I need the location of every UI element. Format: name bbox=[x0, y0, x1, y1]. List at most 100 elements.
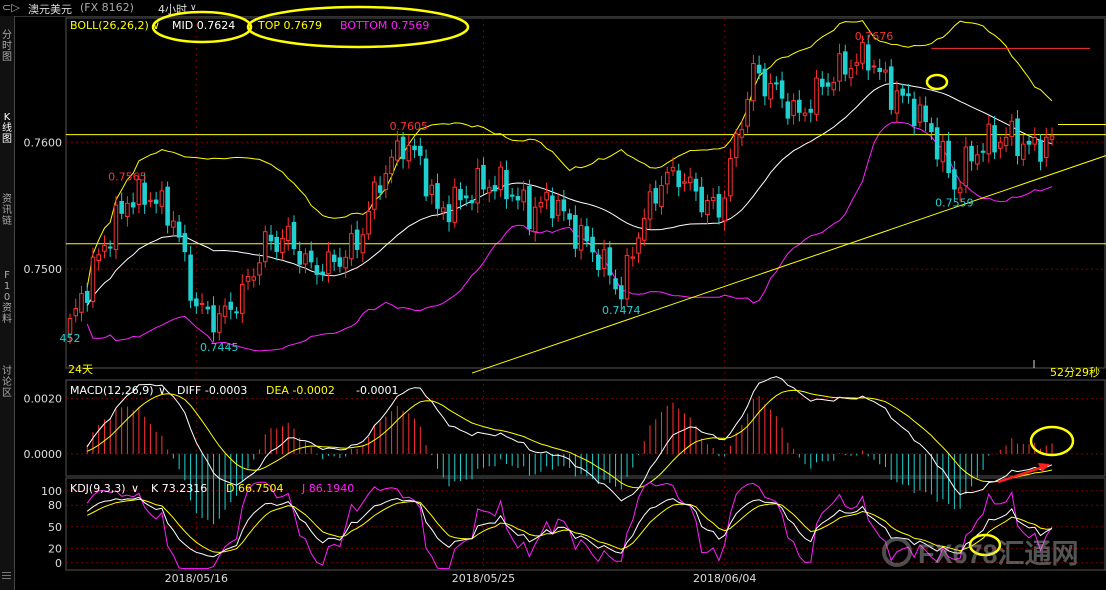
candle bbox=[153, 191, 159, 214]
candle-body bbox=[888, 66, 894, 110]
menu-icon[interactable] bbox=[2, 572, 11, 573]
candle-body bbox=[676, 170, 682, 188]
candle-body bbox=[768, 82, 773, 100]
candle-body bbox=[733, 133, 739, 159]
candle-body bbox=[774, 82, 779, 85]
candle-body bbox=[349, 233, 354, 260]
candle-body bbox=[1043, 136, 1049, 158]
candle-body bbox=[762, 68, 768, 97]
candle bbox=[354, 220, 360, 259]
candle-body bbox=[578, 224, 584, 251]
chevron-down-icon[interactable]: ∨ bbox=[158, 384, 166, 397]
candle-body bbox=[573, 214, 578, 249]
panel-frames bbox=[65, 17, 1106, 571]
candle bbox=[998, 136, 1003, 159]
candle bbox=[687, 167, 693, 191]
candle bbox=[934, 117, 940, 167]
candle bbox=[716, 186, 722, 225]
candle bbox=[900, 83, 905, 104]
candle bbox=[125, 196, 130, 227]
candle-body bbox=[825, 82, 831, 87]
candle bbox=[423, 149, 429, 202]
candle-body bbox=[504, 170, 509, 200]
highlight-macd-ellipse bbox=[1029, 425, 1075, 457]
macd-tick-label: 0.0020 bbox=[24, 393, 63, 406]
candle bbox=[492, 175, 498, 200]
tab-news[interactable]: 资讯链 bbox=[2, 194, 12, 227]
candle-body bbox=[377, 185, 383, 193]
macd-dea-line bbox=[86, 389, 1053, 489]
candle-body bbox=[90, 256, 96, 303]
candle-body bbox=[153, 199, 159, 204]
candle-body bbox=[883, 69, 888, 73]
candle-body bbox=[1015, 118, 1020, 156]
candle-body bbox=[538, 202, 544, 208]
candle bbox=[768, 73, 773, 109]
range-days-note: 24天 bbox=[68, 363, 93, 376]
kdj-tick-label: 0 bbox=[55, 557, 62, 570]
candle bbox=[831, 76, 837, 96]
candle bbox=[544, 182, 549, 210]
candle bbox=[418, 137, 423, 166]
tab-forum[interactable]: 讨论区 bbox=[2, 366, 12, 399]
candle bbox=[349, 224, 354, 266]
candle-body bbox=[509, 194, 515, 197]
candle bbox=[262, 225, 268, 268]
candle-body bbox=[274, 236, 280, 252]
candle-body bbox=[79, 293, 84, 313]
chevron-down-icon[interactable]: ∨ bbox=[131, 482, 139, 495]
candle bbox=[504, 160, 509, 209]
candle-body bbox=[395, 140, 400, 161]
candle bbox=[641, 208, 647, 246]
candle bbox=[199, 293, 205, 314]
candle-body bbox=[188, 254, 193, 301]
extreme-price-label: 0.7605 bbox=[390, 120, 429, 133]
highlight-mid-ellipse bbox=[151, 10, 253, 44]
candle-body bbox=[837, 53, 842, 82]
candle-body bbox=[934, 127, 940, 160]
candle-body bbox=[176, 221, 182, 238]
candle bbox=[923, 96, 928, 132]
kdj-d-value: D 66.7504 bbox=[226, 482, 283, 495]
candle-body bbox=[900, 88, 905, 96]
candle bbox=[814, 70, 819, 122]
candle bbox=[372, 175, 377, 220]
candle bbox=[303, 248, 308, 274]
macd-histogram-value: -0.0001 bbox=[356, 384, 398, 397]
back-forward-icon[interactable]: ⊂▷ bbox=[2, 1, 20, 14]
candle bbox=[659, 175, 664, 215]
panel-border-0 bbox=[65, 17, 1106, 369]
candle-body bbox=[452, 186, 458, 223]
candle-body bbox=[877, 67, 882, 73]
candle bbox=[877, 58, 882, 80]
chevron-down-icon[interactable]: ∨ bbox=[190, 3, 197, 13]
tab-kline[interactable]: K线图 bbox=[2, 112, 12, 145]
candle-body bbox=[280, 237, 285, 253]
kdj-tick-label: 50 bbox=[48, 521, 62, 534]
candle-body bbox=[842, 51, 848, 75]
kdj-k-value: K 73.2316 bbox=[151, 482, 207, 495]
chevron-down-icon[interactable]: ∨ bbox=[152, 19, 160, 32]
candle-body bbox=[268, 234, 274, 242]
candle bbox=[343, 250, 348, 279]
tab-f10[interactable]: F10资料 bbox=[2, 270, 12, 325]
kdj-j-value: J 86.1940 bbox=[301, 482, 354, 495]
candle-body bbox=[125, 202, 130, 218]
tab-intraday[interactable]: 分时图 bbox=[2, 30, 12, 63]
candle-body bbox=[400, 136, 406, 160]
candle bbox=[1015, 109, 1020, 165]
candle-body bbox=[940, 140, 946, 163]
candle-body bbox=[624, 254, 630, 300]
candle-body bbox=[561, 199, 567, 212]
candle bbox=[624, 248, 630, 307]
candle bbox=[980, 143, 986, 162]
candle-body bbox=[308, 250, 314, 263]
candle bbox=[205, 300, 211, 315]
candle-body bbox=[647, 191, 653, 220]
candle bbox=[257, 253, 262, 286]
kdj-tick-label: 100 bbox=[41, 485, 62, 498]
candle bbox=[280, 229, 285, 260]
candle bbox=[119, 192, 124, 220]
candle-body bbox=[596, 254, 601, 270]
